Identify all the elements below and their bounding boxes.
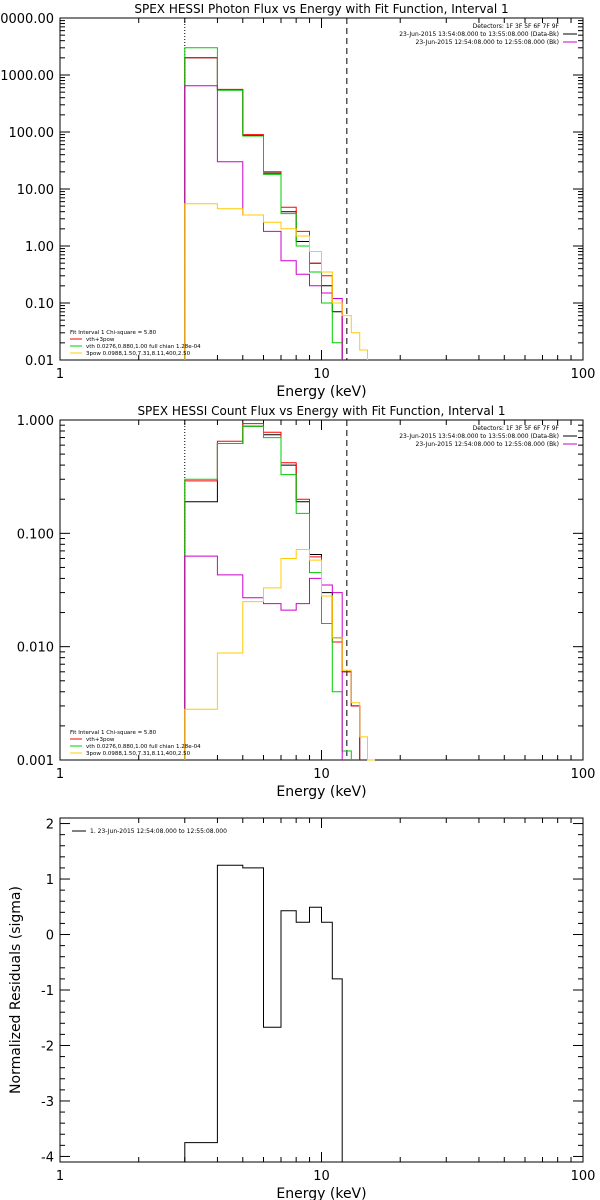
chart-panel-2: SPEX HESSI Count Flux vs Energy with Fit… [17, 404, 596, 800]
data-series-3 [184, 47, 343, 360]
legend-top-entry: 23-Jun-2015 13:54:08.000 to 13:55:08.000… [399, 433, 559, 440]
legend-top-entry: 23-Jun-2015 12:54:08.000 to 12:55:08.000… [416, 441, 559, 448]
y-tick-label: 0.01 [25, 354, 54, 369]
chart-title: SPEX HESSI Photon Flux vs Energy with Fi… [134, 2, 508, 16]
x-tick-label: 10 [313, 767, 330, 782]
data-series-5 [184, 549, 375, 761]
y-tick-label: 0 [46, 929, 54, 944]
legend-bottom-entry: vth 0.0276,0.880,1.00 full chian 1.28e-0… [86, 344, 201, 350]
data-series-5 [184, 203, 368, 360]
chart-panel-1: SPEX HESSI Photon Flux vs Energy with Fi… [0, 2, 595, 400]
y-tick-label: 10.00 [17, 183, 54, 198]
x-tick-label: 10 [313, 1169, 330, 1184]
data-series-4 [184, 85, 343, 360]
data-series-1 [184, 425, 361, 760]
y-tick-label: 0.100 [17, 527, 54, 542]
y-tick-label: 1000.00 [0, 69, 54, 84]
x-tick-label: 1 [56, 767, 64, 782]
legend-bottom-entry: Fit Interval 1 Chi-square = 5.80 [70, 730, 157, 736]
data-series-1 [184, 57, 343, 360]
data-series-3 [184, 425, 352, 760]
y-tick-label: 0.001 [17, 754, 54, 769]
legend-bottom-entry: vth+3pow [86, 337, 115, 343]
legend-bottom-entry: Fit Interval 1 Chi-square = 5.80 [70, 330, 157, 336]
legend-top-entry: 23-Jun-2015 13:54:08.000 to 13:55:08.000… [399, 31, 559, 38]
x-tick-label: 100 [571, 767, 596, 782]
y-tick-label: -2 [41, 1039, 54, 1054]
data-series-2 [184, 423, 361, 760]
x-axis-label: Energy (keV) [276, 784, 366, 800]
x-axis-label: Energy (keV) [276, 384, 366, 400]
data-series-4 [184, 555, 343, 760]
y-tick-label: -4 [41, 1150, 54, 1165]
y-tick-label: 0.10 [25, 297, 54, 312]
y-tick-label: 2 [46, 818, 54, 833]
legend-top-entry: Detectors: 1F 3F 5F 6F 7F 9F [473, 23, 560, 30]
legend-top-entry: 23-Jun-2015 12:54:08.000 to 12:55:08.000… [416, 39, 559, 46]
y-tick-label: 100.00 [9, 126, 55, 141]
x-axis-label: Energy (keV) [276, 1186, 366, 1200]
y-axis-label: Normalized Residuals (sigma) [8, 886, 24, 1094]
x-tick-label: 100 [571, 367, 596, 382]
legend-bottom-entry: 3pow 0.0988,1.50,7.31,8.11,400,2.50 [86, 751, 191, 757]
legend-bottom-entry: 3pow 0.0988,1.50,7.31,8.11,400,2.50 [86, 351, 191, 357]
plot-frame [59, 817, 584, 1163]
y-tick-label: 1.000 [17, 414, 54, 429]
plot-frame [59, 17, 584, 361]
y-tick-label: 0000.00 [0, 12, 54, 27]
data-series-1 [184, 864, 343, 1162]
x-tick-label: 10 [313, 367, 330, 382]
legend-bottom-entry: vth+3pow [86, 737, 115, 743]
x-tick-label: 100 [571, 1169, 596, 1184]
legend-bottom-entry: vth 0.0276,0.880,1.00 full chian 1.28e-0… [86, 744, 201, 750]
x-tick-label: 1 [56, 367, 64, 382]
y-tick-label: 1 [46, 873, 54, 888]
y-tick-label: -3 [41, 1095, 54, 1110]
y-tick-label: 0.010 [17, 641, 54, 656]
x-tick-label: 1 [56, 1169, 64, 1184]
legend-top-entry: 1. 23-Jun-2015 12:54:08.000 to 12:55:08.… [90, 828, 227, 835]
y-tick-label: 1.00 [25, 240, 54, 255]
legend-top-entry: Detectors: 1F 3F 5F 6F 7F 9F [473, 425, 560, 432]
chart-title: SPEX HESSI Count Flux vs Energy with Fit… [137, 404, 505, 418]
data-series-2 [184, 57, 343, 360]
y-tick-label: -1 [41, 984, 54, 999]
